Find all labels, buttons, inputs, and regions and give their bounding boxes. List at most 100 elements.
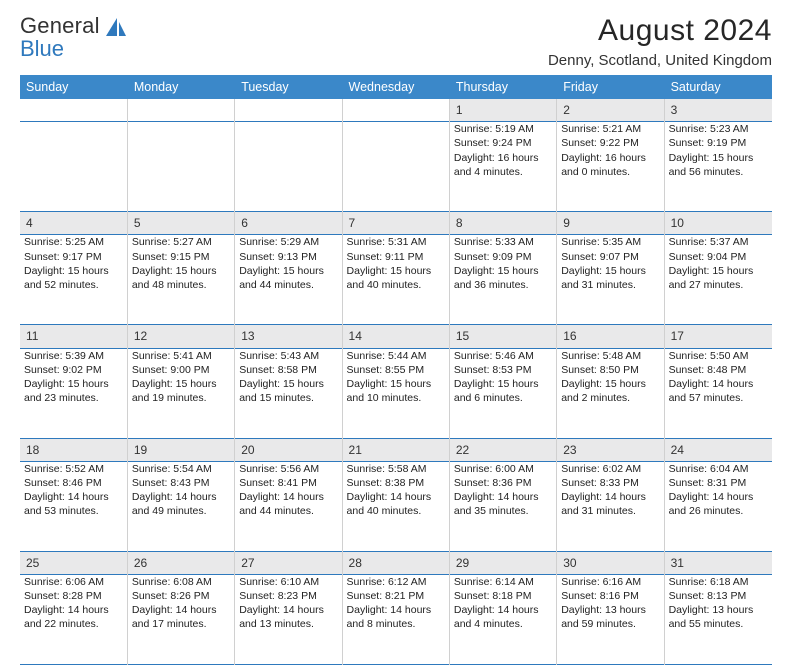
week-row: Sunrise: 5:25 AMSunset: 9:17 PMDaylight:… (20, 235, 772, 325)
day-cell: Sunrise: 5:48 AMSunset: 8:50 PMDaylight:… (557, 348, 664, 438)
day-number-cell: 4 (20, 212, 127, 235)
day-cell (127, 122, 234, 212)
day-cell: Sunrise: 5:31 AMSunset: 9:11 PMDaylight:… (342, 235, 449, 325)
day-cell: Sunrise: 5:39 AMSunset: 9:02 PMDaylight:… (20, 348, 127, 438)
daylight-text: Daylight: 13 hours (669, 603, 768, 617)
day-number-cell: 12 (127, 325, 234, 348)
sunset-text: Sunset: 8:38 PM (347, 476, 445, 490)
daylight-text: and 44 minutes. (239, 504, 337, 518)
daylight-text: and 15 minutes. (239, 391, 337, 405)
daylight-text: and 6 minutes. (454, 391, 552, 405)
day-number-cell: 18 (20, 438, 127, 461)
sunset-text: Sunset: 9:04 PM (669, 250, 768, 264)
day-number-cell: 23 (557, 438, 664, 461)
sunset-text: Sunset: 9:07 PM (561, 250, 659, 264)
day-cell: Sunrise: 5:25 AMSunset: 9:17 PMDaylight:… (20, 235, 127, 325)
daylight-text: and 48 minutes. (132, 278, 230, 292)
sunrise-text: Sunrise: 6:06 AM (24, 575, 123, 589)
day-cell: Sunrise: 5:58 AMSunset: 8:38 PMDaylight:… (342, 461, 449, 551)
sunset-text: Sunset: 9:24 PM (454, 136, 552, 150)
daylight-text: Daylight: 14 hours (669, 490, 768, 504)
sunrise-text: Sunrise: 5:33 AM (454, 235, 552, 249)
sunrise-text: Sunrise: 5:48 AM (561, 349, 659, 363)
sunset-text: Sunset: 8:31 PM (669, 476, 768, 490)
sunrise-text: Sunrise: 5:54 AM (132, 462, 230, 476)
daylight-text: Daylight: 14 hours (561, 490, 659, 504)
daynum-row: 123 (20, 99, 772, 122)
daylight-text: and 13 minutes. (239, 617, 337, 631)
sunset-text: Sunset: 9:15 PM (132, 250, 230, 264)
sunrise-text: Sunrise: 5:41 AM (132, 349, 230, 363)
daylight-text: and 31 minutes. (561, 278, 659, 292)
day-number-cell: 11 (20, 325, 127, 348)
day-cell: Sunrise: 5:54 AMSunset: 8:43 PMDaylight:… (127, 461, 234, 551)
daylight-text: Daylight: 14 hours (454, 603, 552, 617)
sunrise-text: Sunrise: 6:12 AM (347, 575, 445, 589)
sunset-text: Sunset: 8:50 PM (561, 363, 659, 377)
sunset-text: Sunset: 8:18 PM (454, 589, 552, 603)
daylight-text: and 35 minutes. (454, 504, 552, 518)
day-number-cell (235, 99, 342, 122)
daynum-row: 25262728293031 (20, 551, 772, 574)
daylight-text: and 49 minutes. (132, 504, 230, 518)
sunset-text: Sunset: 8:41 PM (239, 476, 337, 490)
day-number-cell: 15 (449, 325, 556, 348)
daylight-text: and 17 minutes. (132, 617, 230, 631)
sunset-text: Sunset: 8:46 PM (24, 476, 123, 490)
sunrise-text: Sunrise: 5:21 AM (561, 122, 659, 136)
daylight-text: Daylight: 15 hours (561, 377, 659, 391)
daylight-text: and 36 minutes. (454, 278, 552, 292)
day-cell: Sunrise: 6:10 AMSunset: 8:23 PMDaylight:… (235, 574, 342, 664)
daylight-text: and 40 minutes. (347, 278, 445, 292)
daylight-text: Daylight: 14 hours (347, 603, 445, 617)
brand-sail-icon (104, 16, 128, 42)
day-cell: Sunrise: 5:33 AMSunset: 9:09 PMDaylight:… (449, 235, 556, 325)
day-number-cell: 7 (342, 212, 449, 235)
sunset-text: Sunset: 8:55 PM (347, 363, 445, 377)
daylight-text: and 4 minutes. (454, 165, 552, 179)
daylight-text: and 19 minutes. (132, 391, 230, 405)
daylight-text: and 22 minutes. (24, 617, 123, 631)
sunset-text: Sunset: 9:00 PM (132, 363, 230, 377)
daynum-row: 11121314151617 (20, 325, 772, 348)
daylight-text: Daylight: 15 hours (454, 264, 552, 278)
day-cell (20, 122, 127, 212)
sunset-text: Sunset: 9:02 PM (24, 363, 123, 377)
sunset-text: Sunset: 8:33 PM (561, 476, 659, 490)
month-title: August 2024 (548, 14, 772, 48)
day-header: Friday (557, 75, 664, 99)
sunset-text: Sunset: 9:17 PM (24, 250, 123, 264)
brand-word-1: General (20, 14, 100, 37)
sunset-text: Sunset: 9:09 PM (454, 250, 552, 264)
daylight-text: Daylight: 14 hours (454, 490, 552, 504)
day-cell (342, 122, 449, 212)
sunset-text: Sunset: 8:58 PM (239, 363, 337, 377)
daylight-text: Daylight: 16 hours (454, 151, 552, 165)
sunrise-text: Sunrise: 5:56 AM (239, 462, 337, 476)
daylight-text: and 10 minutes. (347, 391, 445, 405)
sunset-text: Sunset: 9:13 PM (239, 250, 337, 264)
title-block: August 2024 Denny, Scotland, United King… (548, 14, 772, 69)
daylight-text: Daylight: 14 hours (132, 490, 230, 504)
daylight-text: Daylight: 15 hours (669, 151, 768, 165)
day-cell: Sunrise: 5:43 AMSunset: 8:58 PMDaylight:… (235, 348, 342, 438)
day-number-cell: 3 (664, 99, 771, 122)
day-number-cell: 26 (127, 551, 234, 574)
daylight-text: Daylight: 14 hours (239, 603, 337, 617)
sunrise-text: Sunrise: 6:18 AM (669, 575, 768, 589)
daylight-text: and 57 minutes. (669, 391, 768, 405)
day-number-cell: 9 (557, 212, 664, 235)
day-number-cell: 30 (557, 551, 664, 574)
daylight-text: and 27 minutes. (669, 278, 768, 292)
day-number-cell: 2 (557, 99, 664, 122)
daylight-text: and 0 minutes. (561, 165, 659, 179)
day-number-cell: 31 (664, 551, 771, 574)
sunrise-text: Sunrise: 5:31 AM (347, 235, 445, 249)
day-cell: Sunrise: 6:12 AMSunset: 8:21 PMDaylight:… (342, 574, 449, 664)
day-cell: Sunrise: 5:52 AMSunset: 8:46 PMDaylight:… (20, 461, 127, 551)
day-cell: Sunrise: 5:21 AMSunset: 9:22 PMDaylight:… (557, 122, 664, 212)
sunset-text: Sunset: 8:16 PM (561, 589, 659, 603)
header-row: General Blue August 2024 Denny, Scotland… (20, 14, 772, 69)
daylight-text: and 44 minutes. (239, 278, 337, 292)
day-number-cell: 21 (342, 438, 449, 461)
